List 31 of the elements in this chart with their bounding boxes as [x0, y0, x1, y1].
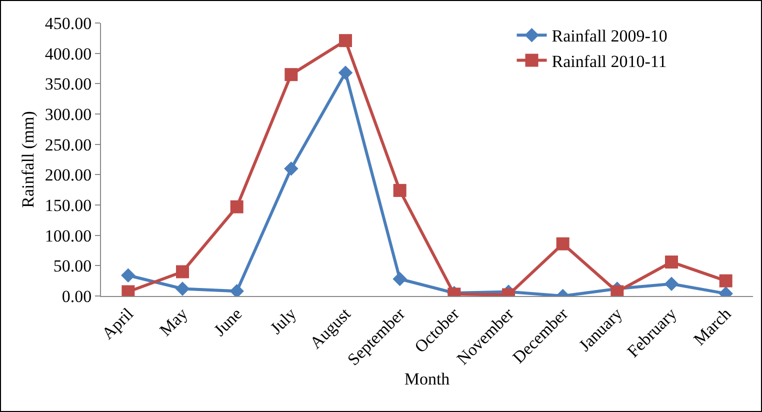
point — [230, 200, 244, 214]
point — [121, 268, 136, 283]
point — [284, 161, 298, 176]
point — [284, 68, 298, 82]
y-tick-label: 150.00 — [44, 196, 92, 215]
point — [665, 256, 678, 269]
point — [339, 34, 352, 48]
y-tick-label: 200.00 — [44, 166, 92, 185]
point — [719, 274, 732, 288]
y-tick-label: 450.00 — [44, 14, 92, 33]
point — [392, 272, 407, 286]
point — [393, 184, 406, 197]
y-tick-label: 250.00 — [44, 135, 92, 154]
x-tick-label: June — [210, 304, 246, 340]
point — [338, 66, 353, 80]
y-tick-label: 350.00 — [44, 74, 92, 94]
x-tick-label: May — [156, 304, 192, 340]
y-tick-label: 100.00 — [44, 226, 92, 246]
x-tick-label: July — [266, 304, 300, 338]
x-axis-title: Month — [404, 370, 450, 389]
y-tick-label: 50.00 — [53, 256, 92, 276]
y-tick-label: 300.00 — [44, 104, 92, 124]
point — [176, 265, 189, 278]
point — [556, 237, 570, 250]
y-tick-label: 400.00 — [44, 44, 92, 64]
legend-label: Rainfall 2009-10 — [552, 26, 668, 46]
y-tick-label: 0.00 — [62, 286, 92, 306]
point — [175, 282, 190, 296]
y-axis-title: Rainfall (mm) — [18, 111, 38, 208]
point — [664, 276, 679, 292]
legend-label: Rainfall 2010-11 — [552, 52, 667, 71]
